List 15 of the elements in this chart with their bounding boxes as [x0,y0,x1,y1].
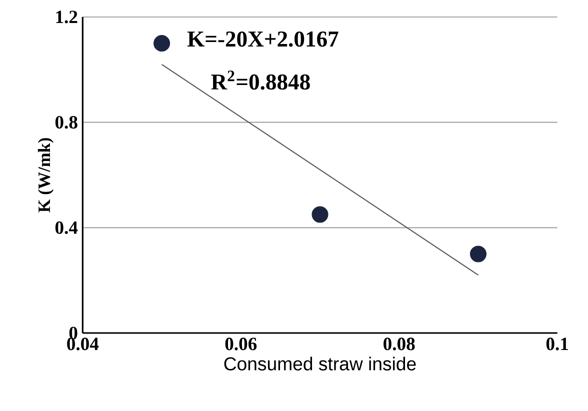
x-tick-label: 0.1 [546,338,568,350]
annotation: K=-20X+2.0167 [187,31,338,47]
y-axis-title: K (W/mk) [38,138,54,212]
x-tick-label: 0.08 [384,338,415,350]
point [470,246,486,262]
x-tick-label: 0.04 [67,338,99,350]
y-tick-label: 0.4 [55,221,78,234]
point [312,206,328,223]
x-tick-label: 0.06 [225,338,257,350]
y-tick-label: 0 [69,326,78,340]
y-tick-label: 1.2 [56,10,78,24]
y-tick-label: 0.8 [55,116,78,129]
x-axis-title: Consumed straw inside [224,356,416,370]
point [154,35,170,52]
annotation: R$^{2}$=0.8848 [211,70,310,90]
